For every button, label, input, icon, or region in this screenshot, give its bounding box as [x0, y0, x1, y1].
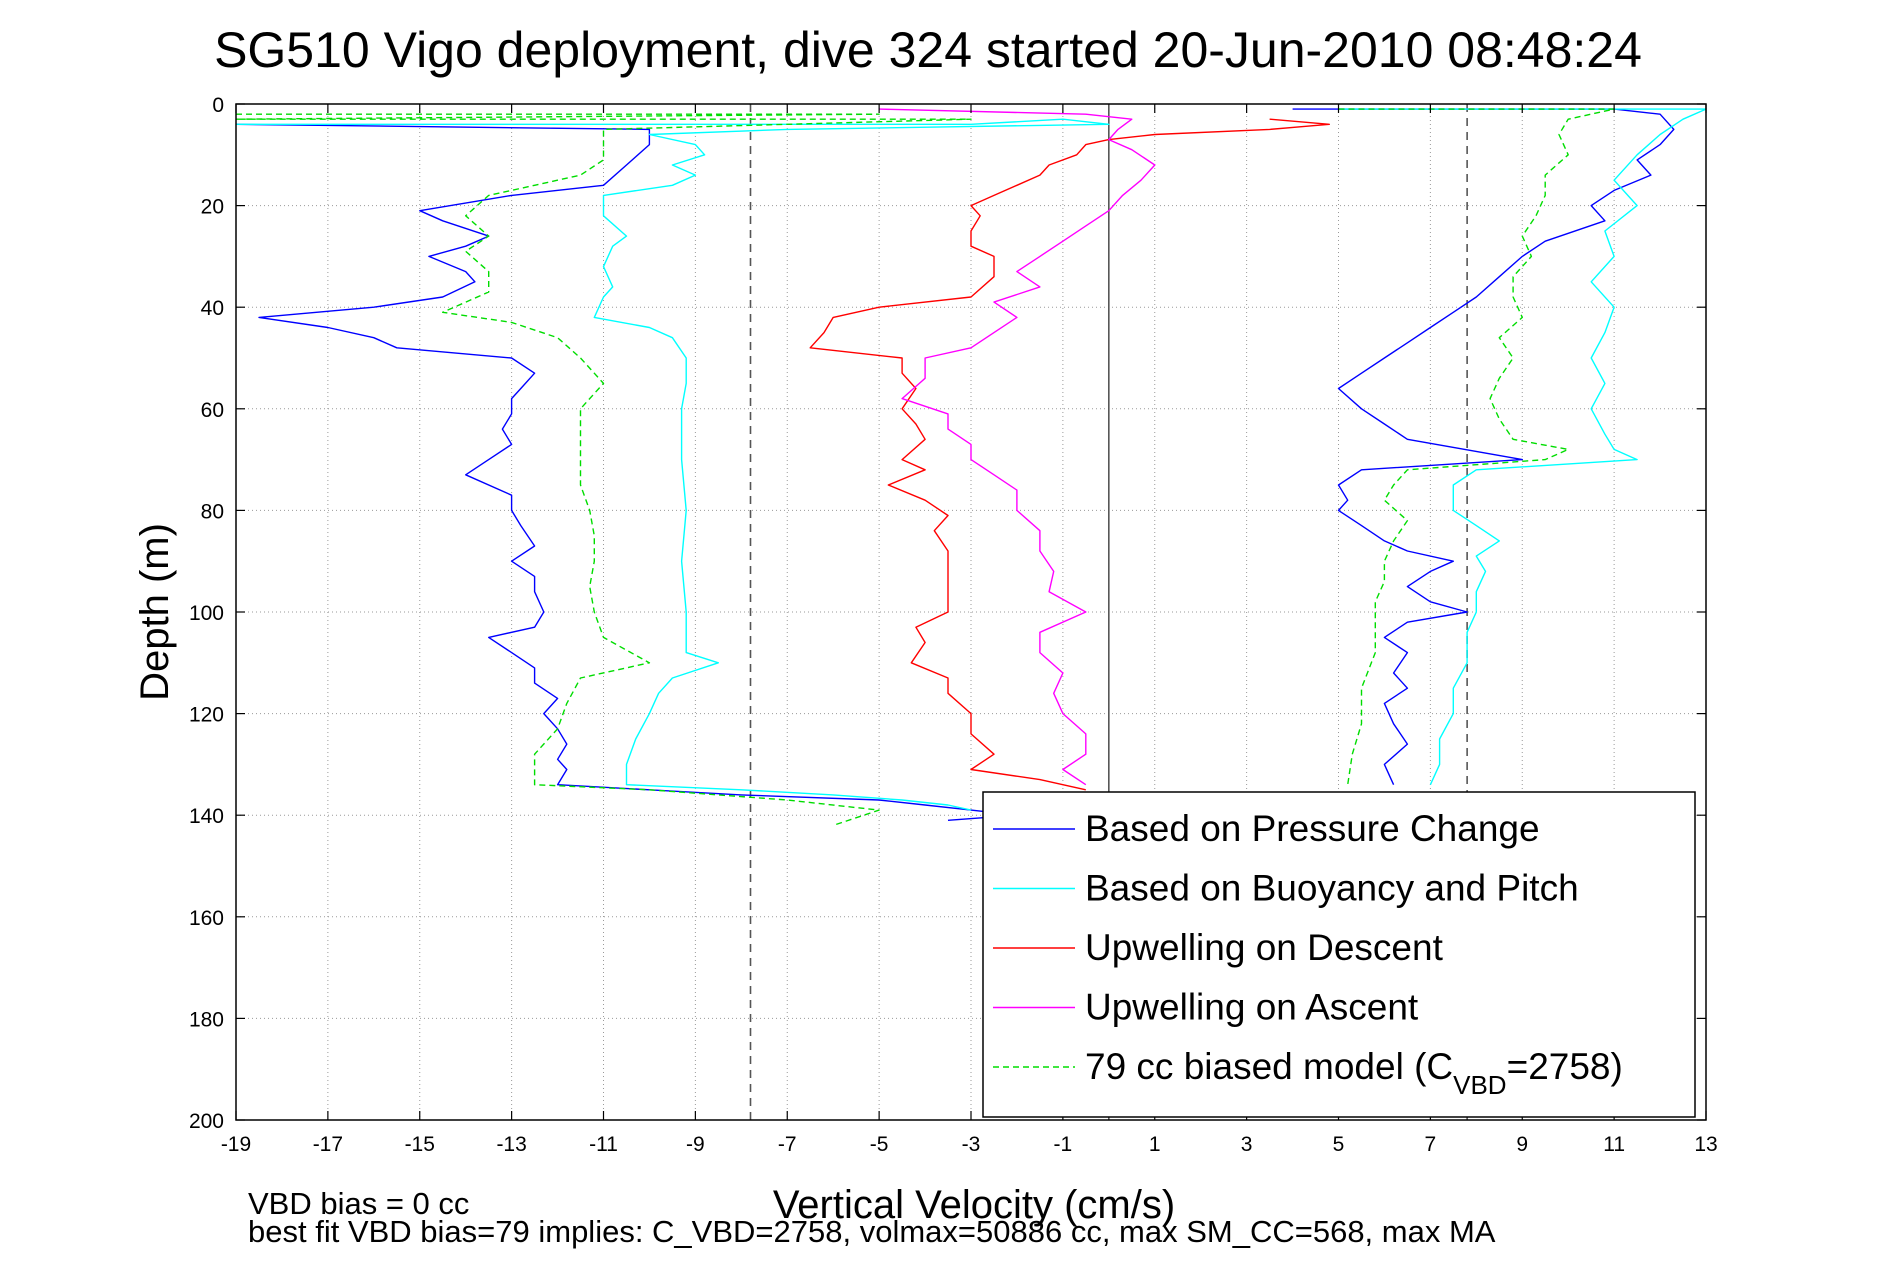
y-axis: 0 20 40 60 80 100 120 140 160 180 200 [189, 94, 1706, 1133]
y-tick-label: 20 [201, 196, 224, 219]
series-line [236, 118, 1110, 811]
series-line [236, 123, 1018, 821]
y-tick-label: 120 [189, 704, 224, 727]
series-line [879, 108, 1156, 786]
legend-box [982, 791, 1696, 1118]
y-tick-label: 140 [189, 805, 224, 828]
y-tick-label: 40 [201, 297, 224, 320]
chart-title: SG510 Vigo deployment, dive 324 started … [214, 22, 1642, 78]
x-tick-label: -7 [778, 1133, 797, 1156]
x-tick-label: -9 [686, 1133, 705, 1156]
x-tick-label: 3 [1241, 1133, 1253, 1156]
x-tick-label: -17 [313, 1133, 343, 1156]
legend-label: Based on Pressure Change [1085, 808, 1540, 849]
legend-label: Upwelling on Ascent [1085, 987, 1419, 1028]
series-line [1338, 108, 1706, 785]
y-tick-label: 100 [189, 602, 224, 625]
x-axis: -19 -17 -15 -13 -11 -9 -7 -5 -3 -1 1 3 5 7 9 11 13 [221, 104, 1718, 1156]
x-tick-label: -15 [405, 1133, 435, 1156]
x-tick-label: 11 [1603, 1133, 1625, 1156]
y-tick-label: 160 [189, 907, 224, 930]
x-tick-label: -1 [1054, 1133, 1073, 1156]
y-axis-label: Depth (m) [133, 523, 177, 701]
x-axis-label: Vertical Velocity (cm/s) [773, 1183, 1175, 1227]
y-tick-label: 200 [189, 1110, 224, 1133]
x-tick-label: 7 [1425, 1133, 1437, 1156]
x-tick-label: 1 [1149, 1133, 1161, 1156]
y-tick-label: 180 [189, 1008, 224, 1031]
series-line [809, 118, 1331, 791]
y-tick-label: 60 [201, 399, 224, 422]
series-group [236, 108, 1706, 827]
note-vbd-bias: VBD bias = 0 cc [248, 1186, 469, 1221]
x-tick-label: 13 [1694, 1133, 1717, 1156]
x-tick-label: 9 [1516, 1133, 1528, 1156]
legend: Based on Pressure Change Based on Buoyanc… [982, 791, 1696, 1118]
x-tick-label: -5 [870, 1133, 889, 1156]
y-tick-label: 0 [212, 94, 224, 117]
series-line [236, 113, 972, 827]
x-tick-label: -13 [496, 1133, 526, 1156]
x-tick-label: -19 [221, 1133, 251, 1156]
x-tick-label: -3 [962, 1133, 981, 1156]
note-best-fit: best fit VBD bias=79 implies: C_VBD=2758… [248, 1214, 1496, 1249]
series-line [1292, 108, 1675, 785]
x-tick-label: 5 [1333, 1133, 1345, 1156]
y-tick-label: 80 [201, 500, 224, 523]
legend-label: Based on Buoyancy and Pitch [1085, 868, 1579, 909]
x-tick-label: -11 [589, 1133, 618, 1156]
legend-label: Upwelling on Descent [1085, 927, 1444, 968]
